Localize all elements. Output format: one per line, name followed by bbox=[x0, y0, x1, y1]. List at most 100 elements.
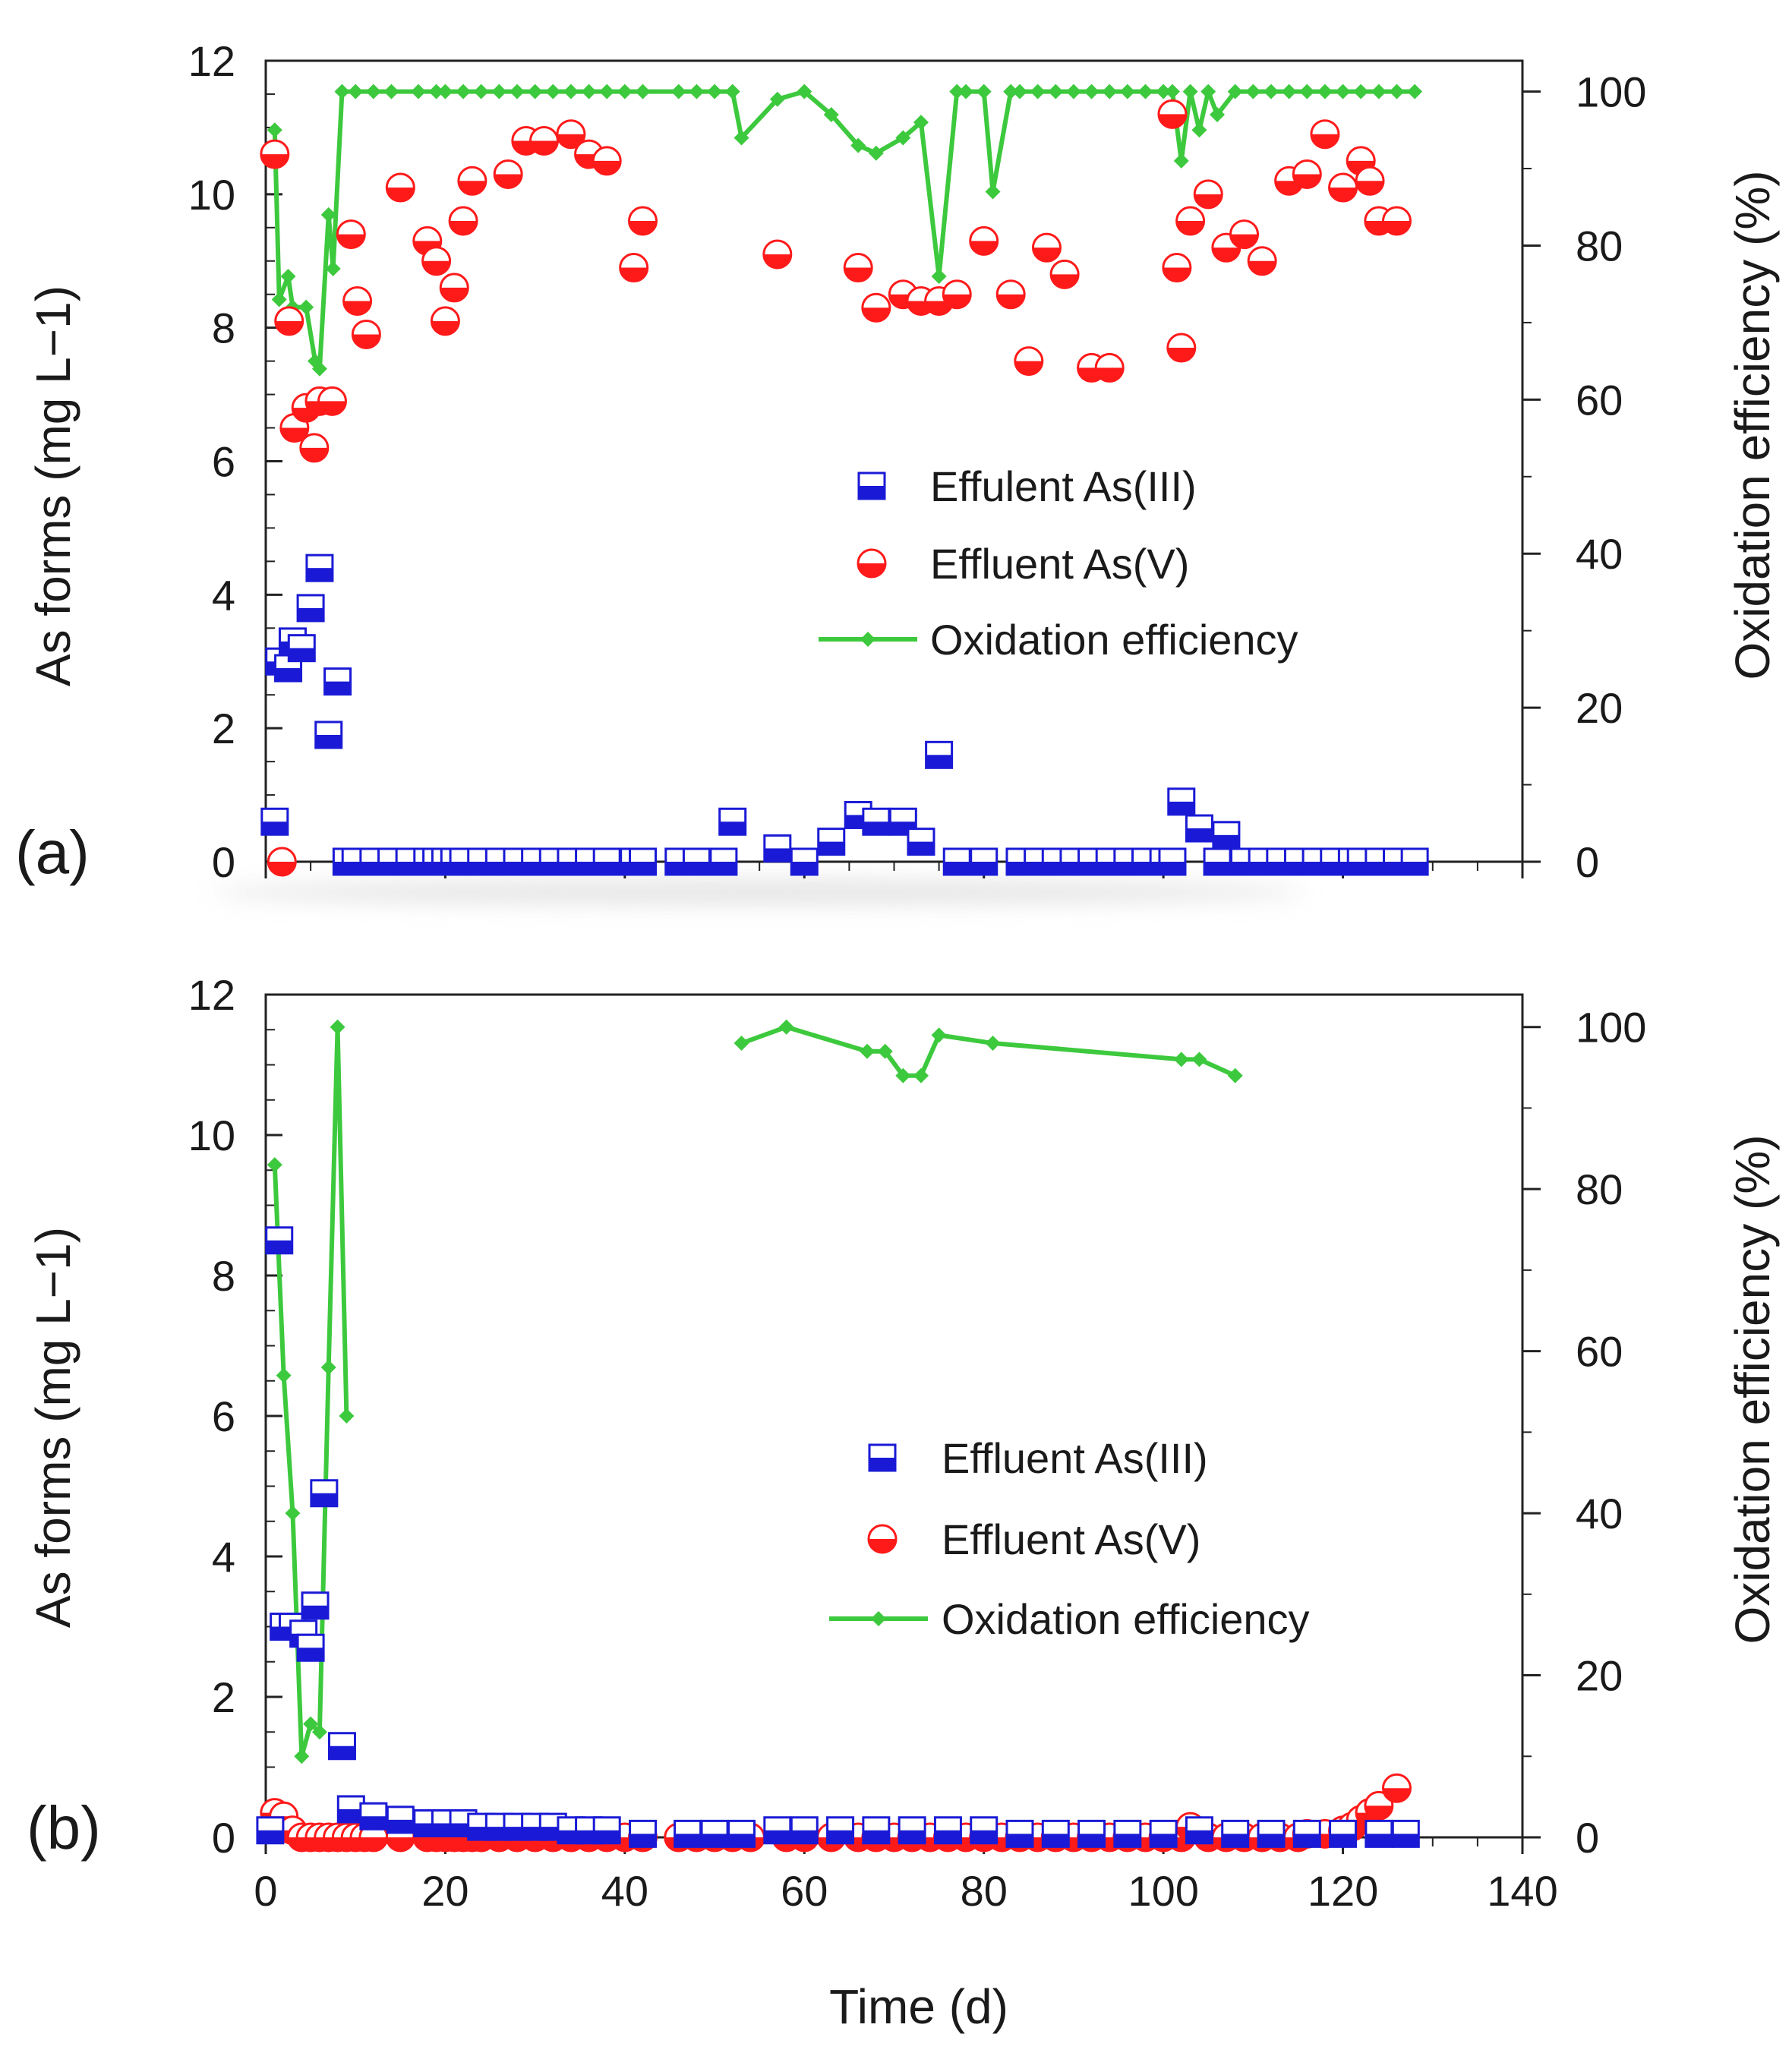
y-tick-label-b: 6 bbox=[212, 1392, 235, 1440]
oxidation-point-a bbox=[527, 84, 543, 99]
as5-point-a bbox=[1229, 219, 1260, 250]
legend-b: Effluent As(III) Effluent As(V) Oxidatio… bbox=[829, 1434, 1310, 1643]
as3-point-a bbox=[1185, 814, 1213, 843]
y-tick-label-b: 12 bbox=[188, 971, 235, 1019]
as3-point-b bbox=[386, 1805, 415, 1834]
as5-point-a bbox=[942, 279, 972, 310]
oxidation-point-b bbox=[734, 1036, 749, 1052]
as5-point-a bbox=[267, 847, 297, 877]
oxidation-point-a bbox=[1281, 84, 1297, 99]
as3-point-b bbox=[1041, 1819, 1070, 1848]
oxidation-point-b bbox=[778, 1019, 794, 1035]
x-tick-label: 120 bbox=[1308, 1867, 1378, 1915]
as3-point-b bbox=[700, 1819, 729, 1848]
oxidation-point-a bbox=[545, 84, 561, 99]
x-tick-label: 0 bbox=[254, 1867, 277, 1915]
oxidation-point-a bbox=[1137, 84, 1153, 99]
as5-point-a bbox=[260, 139, 290, 169]
oxidation-point-a bbox=[895, 130, 911, 146]
y-axis-title-b: As forms (mg L−1) bbox=[26, 1227, 80, 1628]
oxidation-point-a bbox=[1156, 84, 1172, 99]
as5-point-a bbox=[1157, 99, 1188, 129]
y-tick-label-b: 4 bbox=[212, 1533, 235, 1581]
as3-point-b bbox=[1149, 1819, 1178, 1848]
as5-point-a bbox=[351, 319, 381, 349]
oxidation-point-b bbox=[267, 1157, 282, 1173]
as3-point-a bbox=[1158, 847, 1187, 876]
legend-diamond-icon bbox=[860, 632, 875, 647]
oxidation-point-a bbox=[707, 84, 723, 99]
as5-point-a bbox=[336, 219, 366, 250]
legend-b-marker-oxidation bbox=[829, 1611, 928, 1626]
oxidation-point-b bbox=[985, 1036, 1001, 1052]
oxidation-point-a bbox=[410, 84, 426, 99]
oxidation-point-a bbox=[724, 84, 740, 99]
legend-b-label-as3: Effluent As(III) bbox=[942, 1434, 1208, 1482]
oxidation-point-a bbox=[1200, 84, 1216, 99]
oxidation-point-a bbox=[563, 84, 579, 99]
oxidation-point-a bbox=[913, 115, 929, 131]
as5-point-a bbox=[1166, 333, 1197, 363]
as5-point-a bbox=[342, 286, 373, 316]
as5-point-a bbox=[430, 306, 460, 336]
oxidation-point-a bbox=[1317, 84, 1333, 99]
y2-tick-label-a: 0 bbox=[1576, 838, 1599, 886]
oxidation-point-a bbox=[1164, 84, 1180, 99]
legend-a: Effulent As(III) Effluent As(V) Oxidatio… bbox=[819, 462, 1298, 664]
as3-point-a bbox=[763, 834, 792, 862]
as5-point-a bbox=[421, 246, 452, 276]
as3-point-b bbox=[265, 1226, 294, 1255]
as3-point-b bbox=[1113, 1819, 1142, 1848]
oxidation-point-a bbox=[797, 84, 812, 99]
y2-tick-label-b: 80 bbox=[1576, 1165, 1623, 1213]
as5-point-a bbox=[969, 225, 999, 256]
oxidation-point-a bbox=[1353, 84, 1369, 99]
y-tick-label-a: 12 bbox=[188, 37, 235, 85]
as3-point-a bbox=[296, 594, 325, 623]
as5-point-a bbox=[274, 306, 304, 336]
oxidation-point-a bbox=[1119, 84, 1135, 99]
oxidation-point-a bbox=[670, 84, 686, 99]
as5-point-a bbox=[317, 386, 347, 416]
oxidation-point-b bbox=[1173, 1052, 1189, 1067]
oxidation-point-a bbox=[1371, 84, 1387, 99]
as5-point-a bbox=[1014, 346, 1044, 377]
as3-point-b bbox=[933, 1816, 962, 1845]
x-tick-label: 140 bbox=[1487, 1867, 1557, 1915]
oxidation-point-a bbox=[280, 269, 296, 285]
oxidation-point-a bbox=[850, 137, 866, 153]
as5-point-a bbox=[299, 433, 330, 463]
y-tick-label-a: 2 bbox=[212, 705, 235, 752]
as3-point-b bbox=[898, 1816, 926, 1845]
as3-point-b bbox=[1221, 1819, 1250, 1848]
oxidation-point-b bbox=[303, 1716, 319, 1732]
as3-point-a bbox=[629, 847, 657, 876]
as3-point-b bbox=[1365, 1819, 1393, 1848]
legend-a-label-as3: Effulent As(III) bbox=[930, 462, 1197, 510]
oxidation-point-a bbox=[456, 84, 472, 99]
as3-point-b bbox=[862, 1816, 891, 1845]
as3-point-a bbox=[314, 721, 343, 749]
as5-point-a bbox=[1310, 119, 1340, 150]
as5-point-a bbox=[619, 253, 649, 283]
oxidation-point-a bbox=[1048, 84, 1064, 99]
x-tick-label: 80 bbox=[961, 1867, 1008, 1915]
oxidation-point-a bbox=[599, 84, 615, 99]
as5-point-a bbox=[843, 253, 873, 283]
as5-point-a bbox=[1162, 253, 1192, 283]
as3-point-a bbox=[709, 847, 738, 876]
as3-point-b bbox=[1292, 1819, 1321, 1848]
oxidation-point-a bbox=[383, 84, 399, 99]
oxidation-point-a bbox=[689, 84, 705, 99]
oxidation-point-a bbox=[271, 292, 287, 307]
as5-point-a bbox=[528, 126, 559, 156]
legend-a-marker-as5 bbox=[857, 548, 887, 579]
as3-point-b bbox=[310, 1479, 339, 1508]
as3-point-a bbox=[1400, 847, 1429, 876]
oxidation-point-a bbox=[1299, 84, 1315, 99]
as3-point-b bbox=[674, 1819, 702, 1848]
oxidation-point-b bbox=[895, 1067, 911, 1083]
oxidation-point-a bbox=[365, 84, 381, 99]
